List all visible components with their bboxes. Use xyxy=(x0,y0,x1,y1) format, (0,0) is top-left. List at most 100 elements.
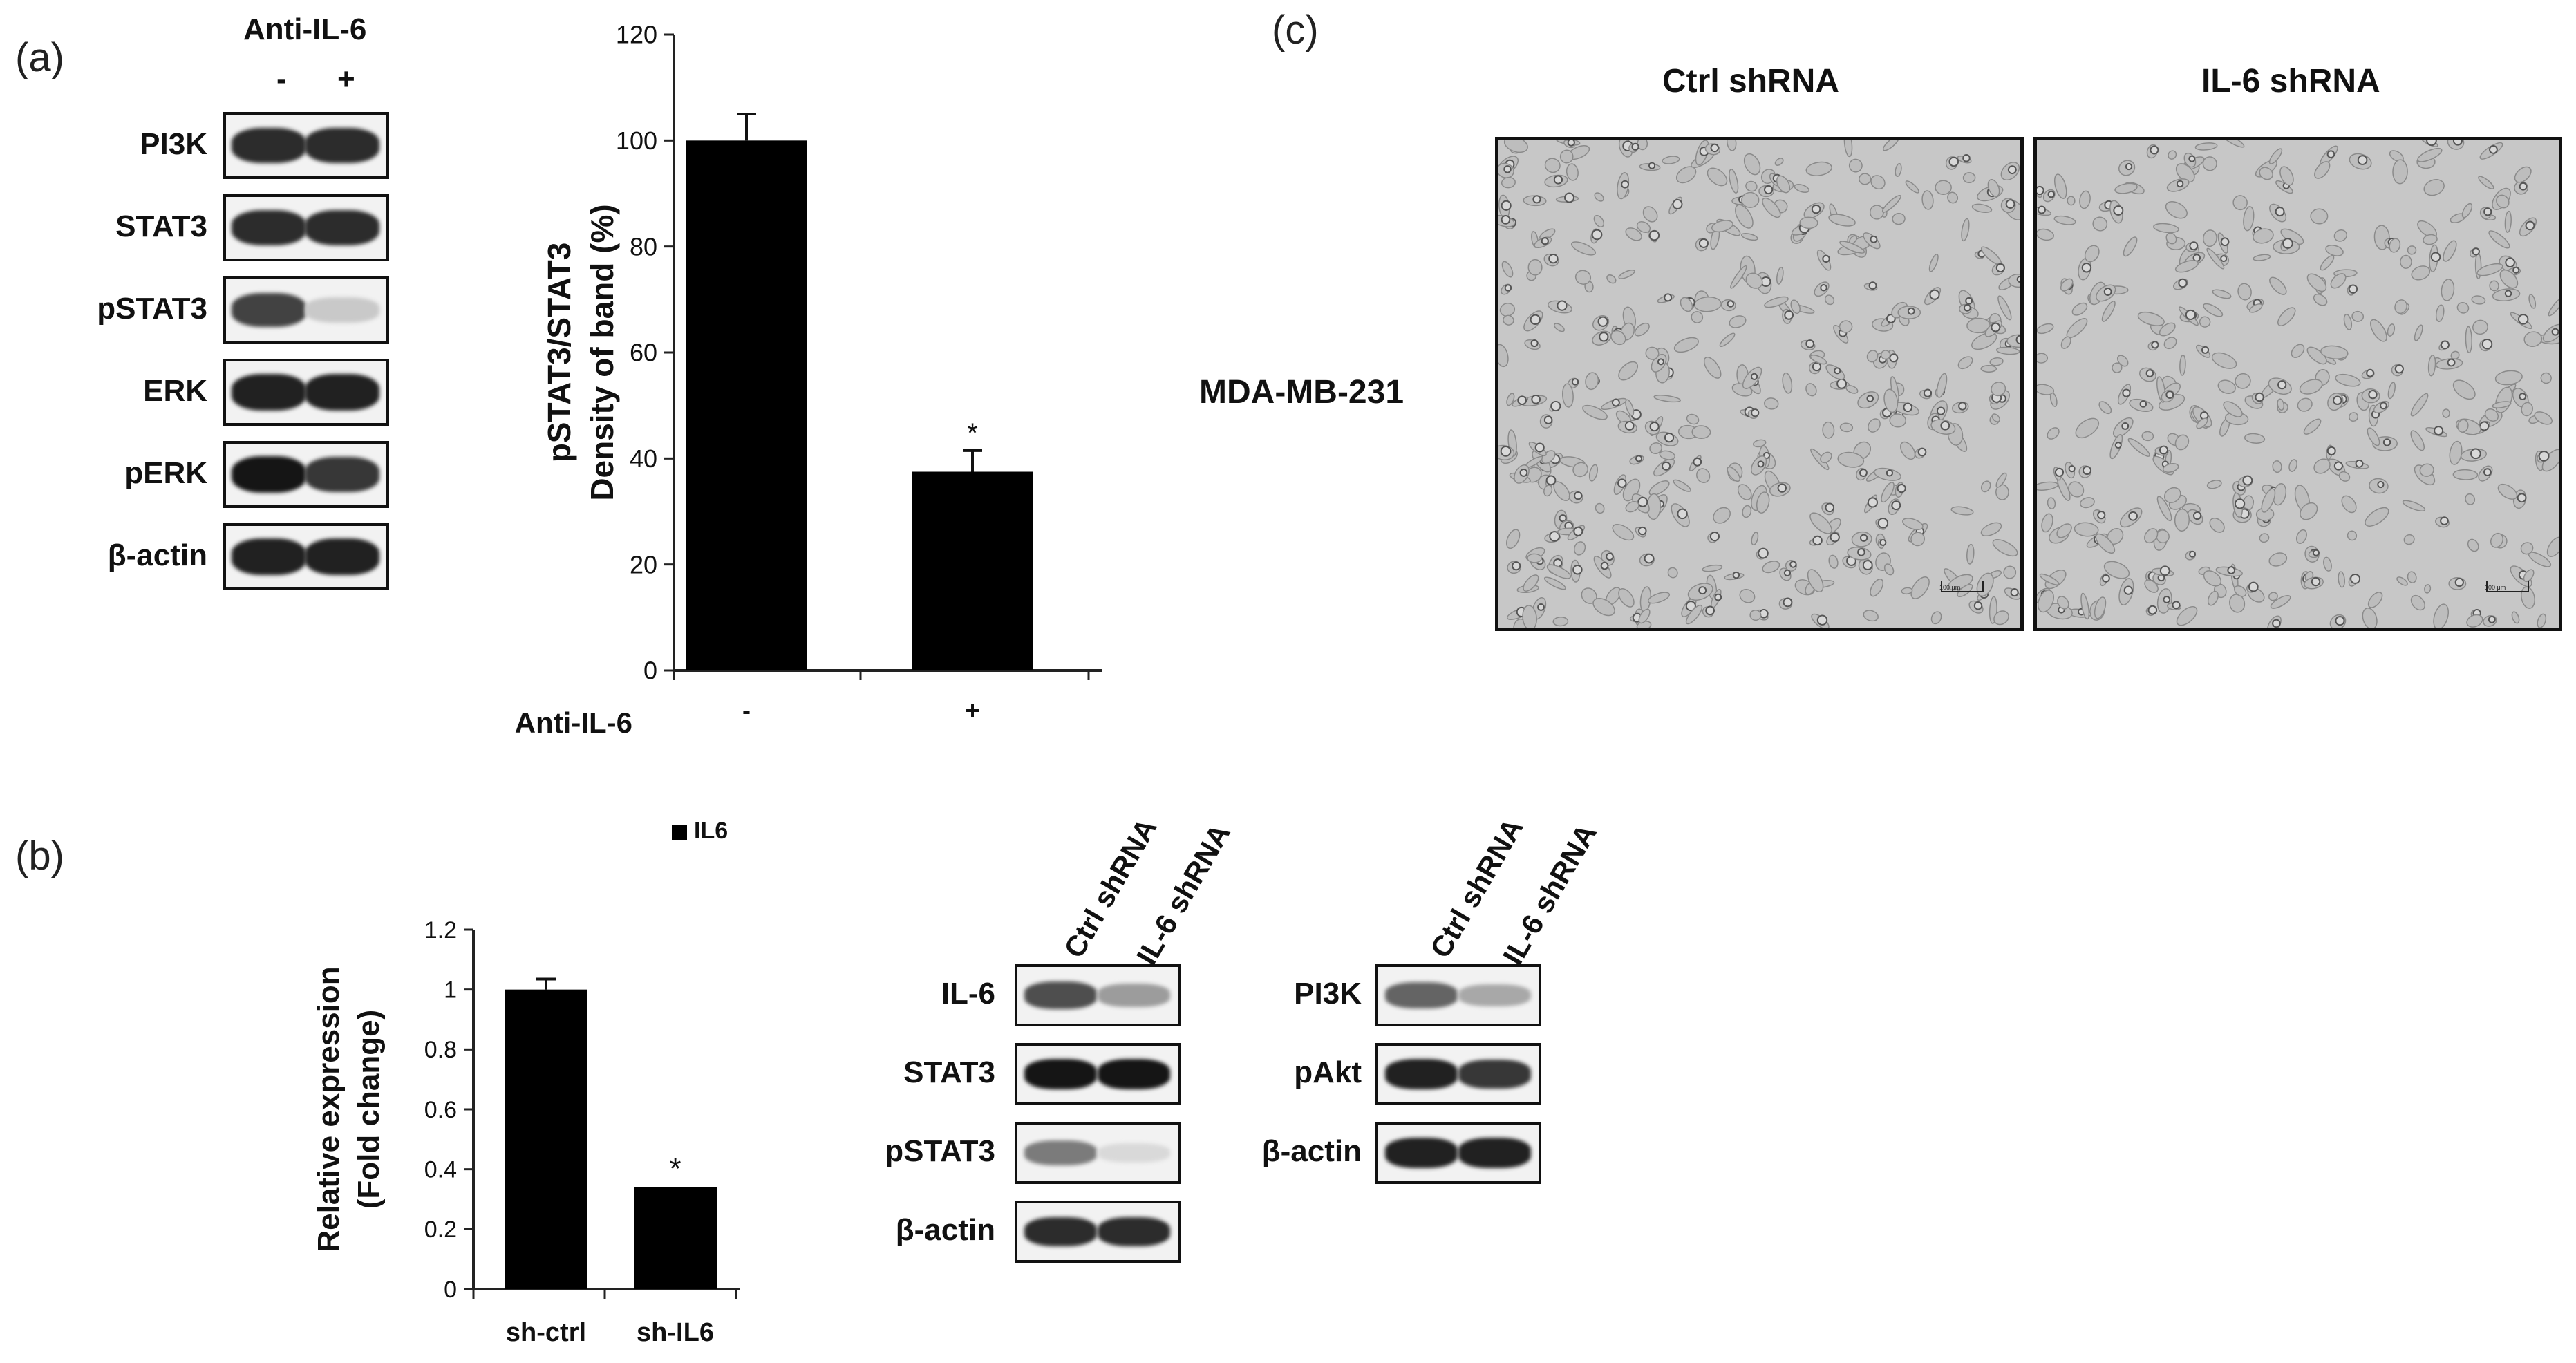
cell xyxy=(1647,592,1671,604)
round-cell xyxy=(2172,601,2181,610)
cell xyxy=(2313,458,2331,474)
cell xyxy=(1883,563,1895,576)
cell xyxy=(1980,522,2002,537)
round-cell xyxy=(1870,235,1878,243)
cell xyxy=(1805,161,1832,176)
cell xyxy=(2175,163,2195,183)
round-cell xyxy=(2176,180,2184,188)
cell xyxy=(2207,590,2219,606)
x-axis-label: Anti-IL-6 xyxy=(515,706,632,739)
scale-bar-il6 xyxy=(2486,581,2529,592)
cell xyxy=(1543,576,1566,590)
cell xyxy=(2325,245,2344,256)
cell xyxy=(2299,379,2323,395)
round-cell xyxy=(2037,205,2046,214)
round-cell xyxy=(2178,278,2188,288)
round-cell xyxy=(1965,297,1973,305)
cell xyxy=(1572,462,1588,478)
round-cell xyxy=(2452,140,2463,146)
cell xyxy=(2179,354,2186,376)
cell xyxy=(1594,192,1604,202)
cell xyxy=(1618,269,1635,279)
round-cell xyxy=(2394,364,2404,374)
cell xyxy=(1936,373,1948,398)
cell xyxy=(2362,608,2378,628)
round-cell xyxy=(2489,144,2498,154)
round-cell xyxy=(1543,415,1553,424)
round-cell xyxy=(1500,446,1512,457)
cell xyxy=(1713,507,1731,524)
cell xyxy=(2071,302,2088,316)
cell xyxy=(1543,485,1553,497)
cell xyxy=(1749,609,1762,621)
round-cell xyxy=(2282,238,2293,249)
cell xyxy=(2423,234,2438,245)
blot-row-label: PI3K xyxy=(140,126,207,161)
round-cell xyxy=(2145,369,2154,377)
cell xyxy=(2387,323,2396,337)
cell xyxy=(1863,610,1879,622)
cell xyxy=(1610,330,1626,346)
cell xyxy=(2387,382,2396,400)
cell xyxy=(2424,584,2432,594)
cell xyxy=(2330,273,2347,289)
cell xyxy=(1743,153,1761,176)
round-cell xyxy=(2255,392,2264,402)
round-cell xyxy=(1574,491,1583,500)
cell xyxy=(2277,307,2296,326)
scale-bar-text-ctrl: 100 μm xyxy=(1939,584,1961,591)
round-cell xyxy=(1764,185,1774,195)
cell xyxy=(1573,541,1586,556)
blot-row-label: STAT3 xyxy=(115,209,207,243)
micrograph-il6: 100 μm xyxy=(2033,137,2562,631)
y-tick-label: 0.8 xyxy=(424,1037,457,1063)
cell xyxy=(2456,301,2470,314)
cell xyxy=(1685,604,1703,625)
round-cell xyxy=(1973,601,1983,610)
round-cell xyxy=(2016,275,2020,283)
cell xyxy=(2279,166,2294,186)
cell xyxy=(2232,195,2248,211)
cell xyxy=(2060,336,2071,349)
cell xyxy=(1595,502,1605,514)
cell xyxy=(2163,487,2181,503)
cell xyxy=(2068,481,2085,498)
round-cell xyxy=(2010,588,2019,597)
cell xyxy=(2297,397,2313,412)
cell xyxy=(2450,350,2460,360)
round-cell xyxy=(1572,565,1583,575)
cell xyxy=(2414,324,2423,341)
round-cell xyxy=(1958,402,1967,411)
cell xyxy=(1673,337,1699,353)
cell xyxy=(2347,530,2358,541)
round-cell xyxy=(2248,581,2259,592)
cell xyxy=(1667,567,1678,579)
round-cell xyxy=(1571,378,1579,386)
round-cell xyxy=(1545,475,1557,486)
cell xyxy=(2079,190,2091,209)
round-cell xyxy=(1611,398,1620,407)
y-tick-label: 1 xyxy=(444,977,457,1004)
cell xyxy=(1662,156,1680,164)
cell xyxy=(2467,538,2479,552)
cell xyxy=(1971,332,1997,350)
blot-strip xyxy=(1375,1043,1541,1105)
cell xyxy=(1822,421,1835,439)
cell xyxy=(2490,532,2504,548)
cell xyxy=(2162,463,2179,473)
round-cell xyxy=(1816,614,1828,626)
cell xyxy=(1505,529,1521,549)
cell xyxy=(1741,232,1758,241)
blot-row-label: pERK xyxy=(124,455,207,490)
cell xyxy=(2478,176,2494,189)
cell xyxy=(1902,518,1924,531)
round-cell xyxy=(2103,288,2112,296)
round-cell xyxy=(1859,534,1868,542)
x-category-label: sh-IL6 xyxy=(637,1318,714,1347)
round-cell xyxy=(2097,511,2106,520)
cell xyxy=(2112,362,2123,373)
cell xyxy=(1843,140,1853,158)
y-tick-label: 0 xyxy=(444,1277,457,1303)
cell xyxy=(1859,173,1872,185)
cell xyxy=(2466,614,2483,628)
